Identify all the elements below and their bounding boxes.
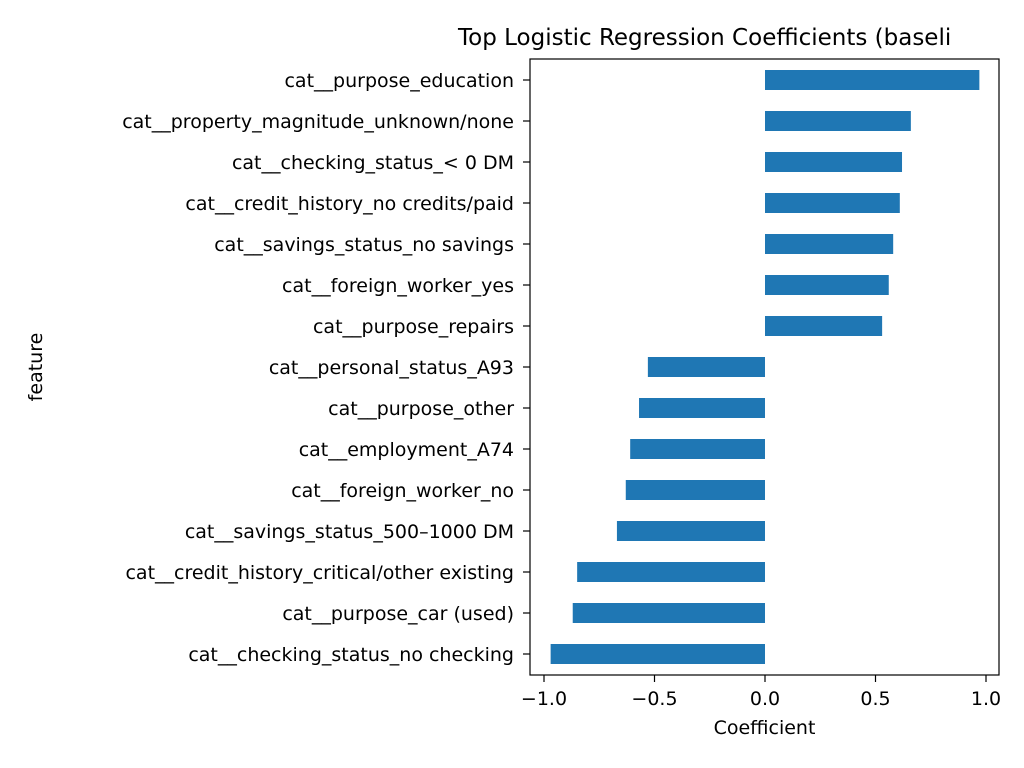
y-ticks-group: cat__purpose_education cat__property_magn… <box>122 70 530 666</box>
bar <box>647 357 765 377</box>
y-tick-label: cat__savings_status_no savings <box>214 234 514 256</box>
y-axis-label: feature <box>25 333 47 402</box>
x-tick-label: 0.0 <box>750 688 780 710</box>
y-tick-label: cat__credit_history_no credits/paid <box>185 193 514 215</box>
bars-group <box>550 70 980 664</box>
bar <box>616 521 765 541</box>
bar <box>572 603 765 623</box>
bar <box>765 316 883 336</box>
y-tick-label: cat__purpose_education <box>284 70 514 92</box>
y-tick-label: cat__credit_history_critical/other exist… <box>125 562 514 584</box>
plot-area-frame <box>529 58 1000 676</box>
bar <box>765 193 900 213</box>
x-ticks-group: −1.0 −0.5 0.0 0.5 1.0 <box>521 675 1001 710</box>
y-tick-label: cat__purpose_repairs <box>313 316 514 338</box>
bar <box>550 644 765 664</box>
chart-title: Top Logistic Regression Coefficients (ba… <box>457 25 951 51</box>
bar <box>765 234 894 254</box>
x-axis-label: Coefficient <box>714 717 816 739</box>
y-tick-label: cat__personal_status_A93 <box>269 357 514 379</box>
bar <box>765 275 889 295</box>
bar <box>765 111 911 131</box>
y-tick-label: cat__checking_status_< 0 DM <box>232 152 514 174</box>
bar <box>765 70 980 90</box>
bar <box>577 562 765 582</box>
y-tick-label: cat__foreign_worker_no <box>291 480 514 502</box>
y-tick-label: cat__savings_status_500–1000 DM <box>185 521 514 543</box>
x-tick-label: −0.5 <box>631 688 677 710</box>
bar <box>625 480 765 500</box>
y-tick-label: cat__property_magnitude_unknown/none <box>122 111 514 133</box>
x-tick-label: −1.0 <box>521 688 567 710</box>
y-tick-label: cat__purpose_car (used) <box>282 603 514 625</box>
bar <box>630 439 765 459</box>
bar <box>639 398 765 418</box>
y-tick-label: cat__checking_status_no checking <box>188 644 514 666</box>
y-tick-label: cat__purpose_other <box>328 398 514 420</box>
bar <box>765 152 903 172</box>
x-tick-label: 0.5 <box>860 688 890 710</box>
y-tick-label: cat__foreign_worker_yes <box>282 275 514 297</box>
x-tick-label: 1.0 <box>971 688 1001 710</box>
y-tick-label: cat__employment_A74 <box>299 439 514 461</box>
